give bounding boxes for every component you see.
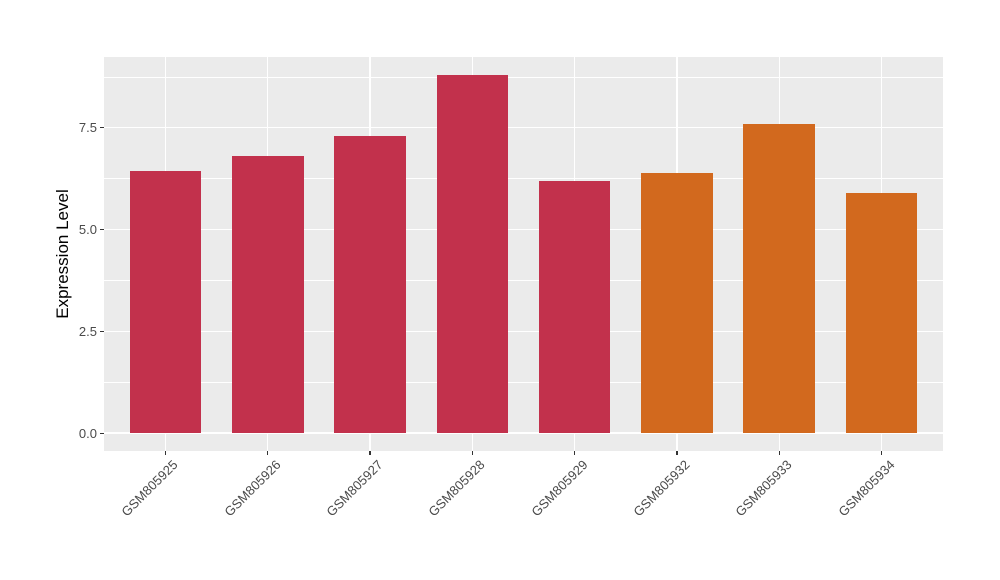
y-tick-label: 7.5 [78, 120, 97, 136]
gridline-minor-horizontal [104, 280, 943, 281]
x-tick-mark [267, 451, 269, 455]
bar [845, 192, 918, 434]
y-tick-label: 0.0 [78, 425, 97, 441]
x-tick-label: GSM805927 [323, 457, 386, 520]
gridline-minor-horizontal [104, 178, 943, 180]
x-tick-mark [164, 451, 166, 455]
bar [436, 74, 509, 434]
x-tick-label: GSM805929 [528, 457, 591, 520]
x-tick-mark [881, 451, 883, 455]
gridline-minor-horizontal [104, 381, 943, 383]
gridline-major-horizontal [104, 330, 943, 332]
gridline-major-horizontal [104, 127, 943, 129]
y-tick-mark [100, 330, 104, 332]
x-tick-label: GSM805925 [118, 457, 181, 520]
gridline-major-horizontal [104, 228, 943, 231]
bar [231, 156, 304, 434]
bar [334, 135, 406, 434]
bar [129, 170, 202, 434]
gridline-minor-horizontal [104, 76, 943, 78]
x-tick-label: GSM805928 [425, 457, 488, 520]
plot-panel [104, 57, 943, 451]
x-tick-mark [471, 451, 473, 455]
x-tick-mark [369, 451, 371, 455]
y-tick-mark [100, 127, 104, 129]
x-tick-mark [676, 451, 678, 455]
y-tick-label: 5.0 [78, 222, 97, 238]
x-tick-label: GSM805934 [835, 457, 898, 520]
y-tick-label: 2.5 [78, 323, 97, 339]
x-tick-label: GSM805932 [630, 457, 693, 520]
y-axis-title: Expression Level [53, 189, 72, 319]
x-tick-label: GSM805933 [732, 457, 795, 520]
y-tick-mark [100, 229, 104, 231]
bar [743, 123, 816, 434]
bar [641, 172, 713, 434]
x-tick-label: GSM805926 [221, 457, 284, 520]
x-tick-mark [778, 451, 780, 455]
gridline-major-horizontal [104, 432, 943, 434]
x-tick-mark [574, 451, 576, 455]
bar [538, 180, 611, 434]
y-tick-mark [100, 432, 104, 434]
